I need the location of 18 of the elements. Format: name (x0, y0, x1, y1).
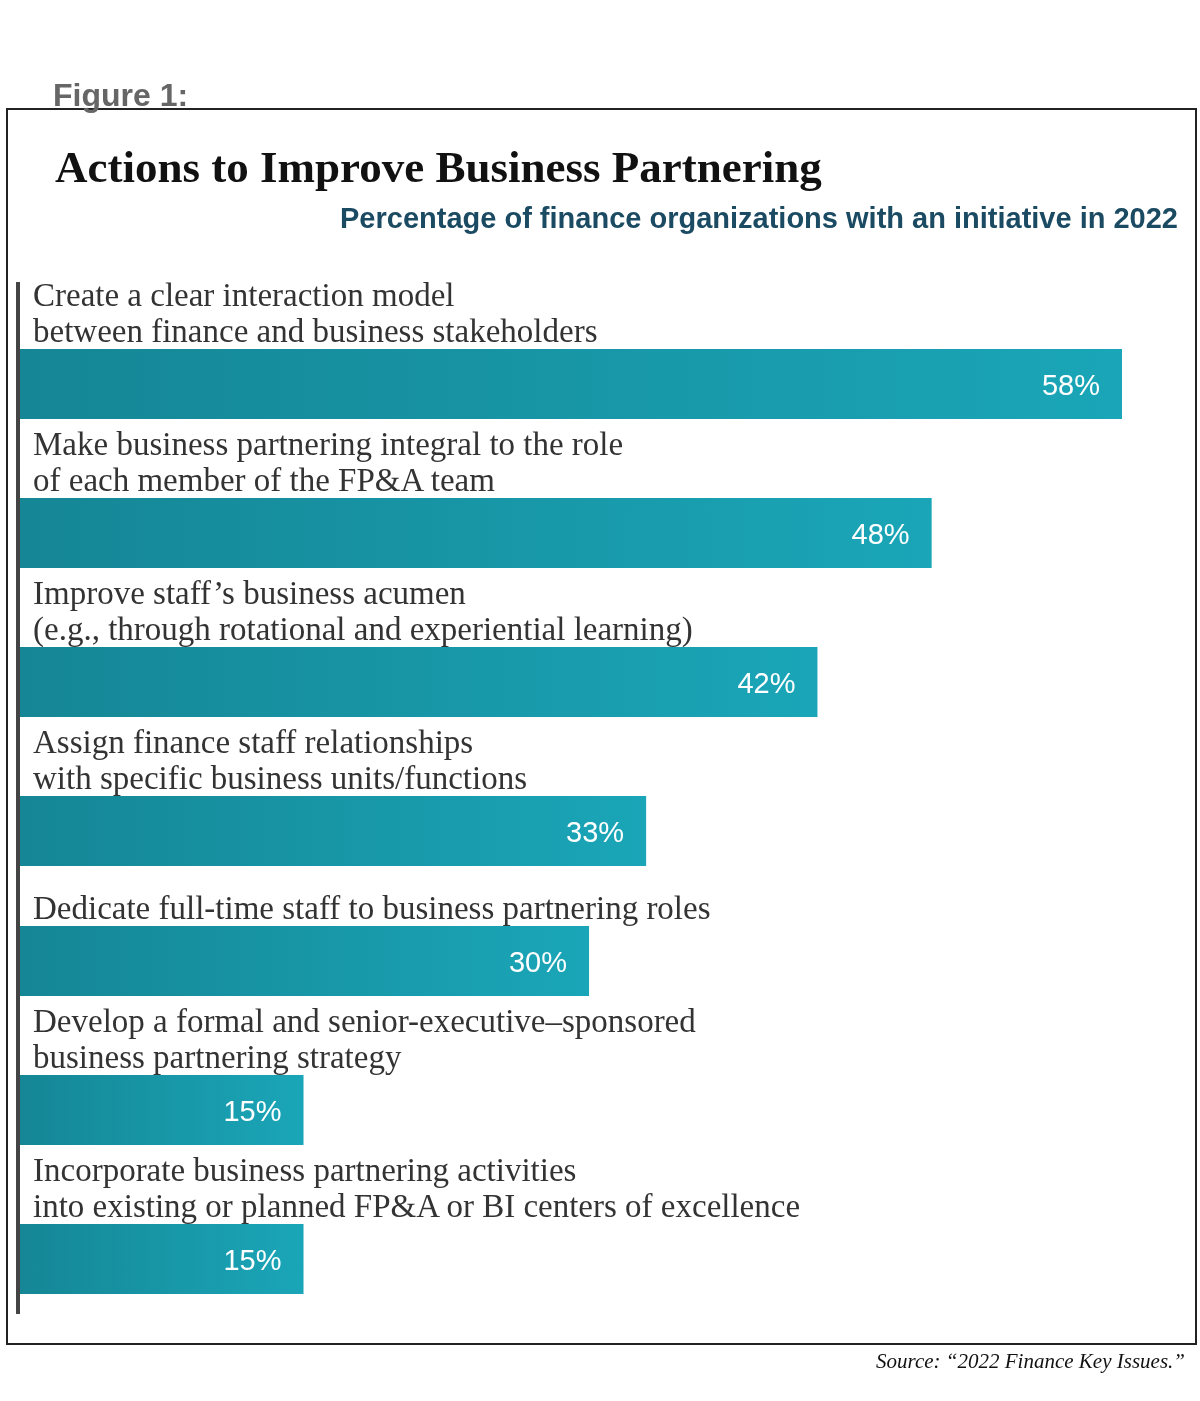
source-note: Source: “2022 Finance Key Issues.” (876, 1349, 1185, 1373)
chart-subtitle: Percentage of finance organizations with an initiative in 2022 (340, 202, 1178, 234)
y-tick-label: Create a clear interaction model between finance and business stakeholders (33, 277, 598, 349)
caption: Figure 1: (53, 77, 189, 113)
data-label: 42% (737, 667, 796, 699)
y-tick-label: Improve staff’s business acumen (e.g., through rotational and experiential learning) (33, 575, 693, 648)
data-label: 15% (223, 1244, 282, 1276)
data-label: 15% (223, 1095, 282, 1127)
y-tick-label: Incorporate business partnering activities into existing or planned FP&A or BI centers of excellence (33, 1152, 801, 1224)
data-label: 30% (508, 946, 568, 978)
y-tick-label: Assign finance staff relationships with specific business units/functions (33, 724, 528, 796)
chart-title: Actions to Improve Business Partnering (55, 142, 823, 192)
data-label: 48% (851, 518, 910, 550)
data-label: 58% (1041, 369, 1100, 401)
y-tick-label: Dedicate full-time staff to business partnering roles (33, 890, 711, 926)
data-label: 33% (566, 816, 625, 848)
y-tick-label: Develop a formal and senior-executive–sponsored business partnering strategy (33, 1003, 697, 1075)
y-tick-label: Make business partnering integral to the role of each member of the FP&A team (33, 426, 624, 498)
